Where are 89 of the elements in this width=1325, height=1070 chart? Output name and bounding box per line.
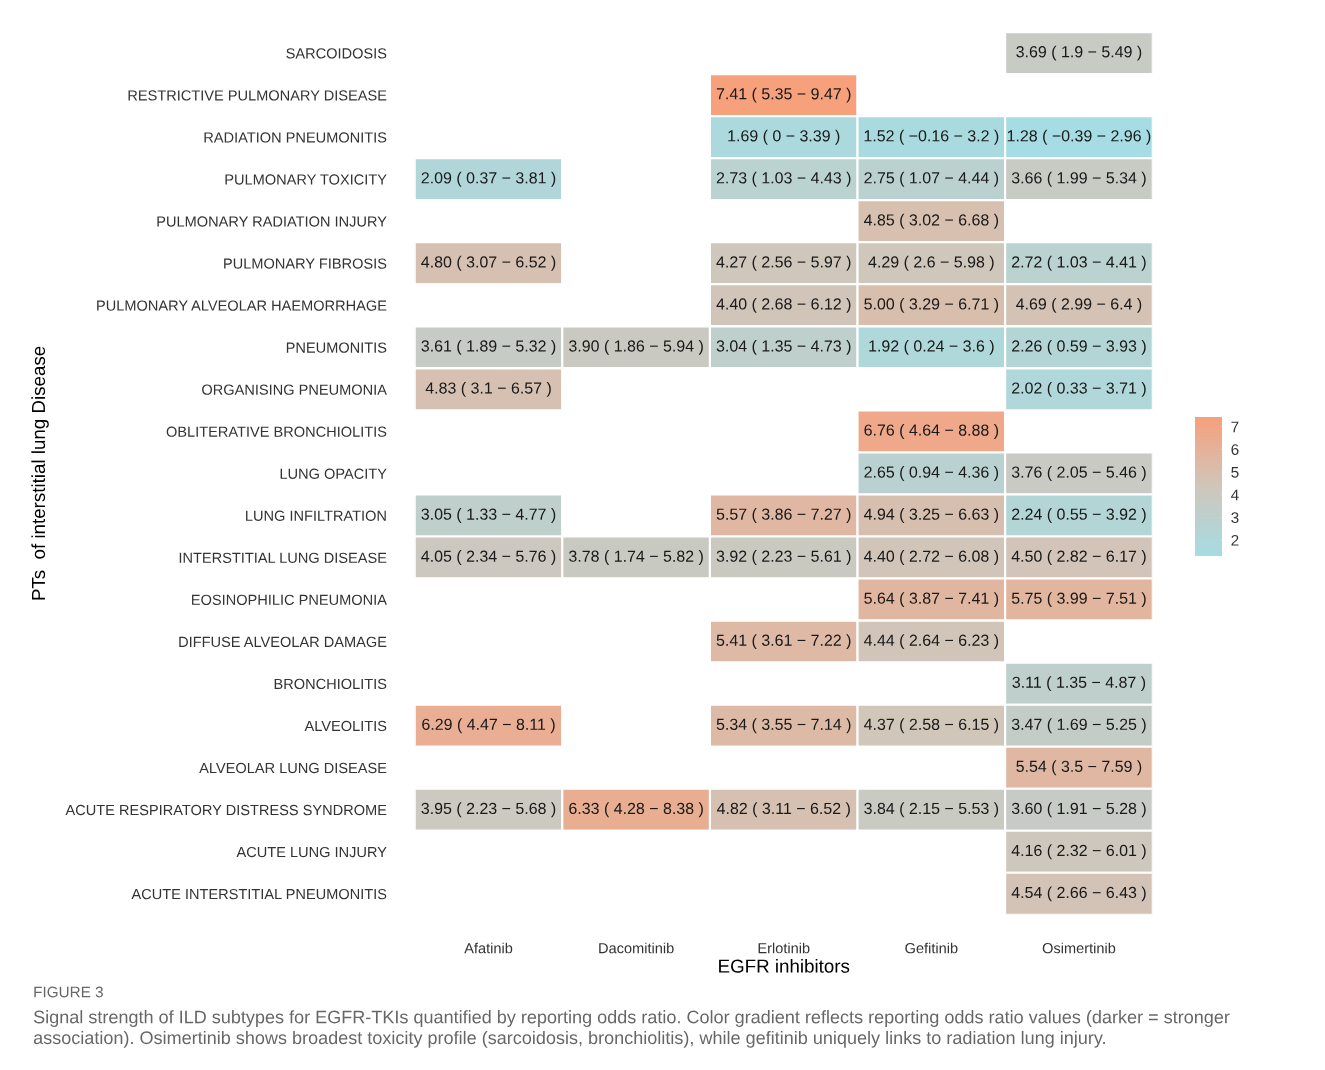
data-label: 4.40 ( 2.72 − 6.08 ) [864,550,999,565]
y-tick-label: LUNG INFILTRATION [246,510,386,521]
y-tick-label: SARCOIDOSIS [286,48,387,59]
y-tick-label: OBLITERATIVE BRONCHIOLITIS [166,426,387,437]
data-label: 6.33 ( 4.28 − 8.38 ) [569,802,703,818]
data-label: 3.78 ( 1.74 − 5.82 ) [569,550,703,565]
data-label: 4.29 ( 2.6 − 5.98 ) [868,255,994,271]
data-label: 5.54 ( 3.5 − 7.59 ) [1016,760,1142,776]
y-tick-label: RESTRICTIVE PULMONARY DISEASE [128,90,387,101]
data-label: 2.65 ( 0.94 − 4.36 ) [864,466,999,481]
data-label: 4.85 ( 3.02 − 6.68 ) [864,213,999,229]
data-label: 3.60 ( 1.91 − 5.28 ) [1011,802,1146,818]
y-tick-label: BRONCHIOLITIS [274,678,387,690]
data-label: 4.27 ( 2.56 − 5.97 ) [716,255,851,271]
color-bar-label: 7 [1231,421,1239,433]
data-label: 4.05 ( 2.34 − 5.76 ) [421,550,556,565]
data-label: 2.09 ( 0.37 − 3.81 ) [421,171,556,187]
y-tick-label: PULMONARY ALVEOLAR HAEMORRHAGE [97,300,387,311]
x-tick-label: Afatinib [464,942,513,954]
y-tick-label: PULMONARY TOXICITY [225,174,387,185]
y-tick-label: PULMONARY FIBROSIS [224,258,387,269]
y-tick-label: ORGANISING PNEUMONIA [202,384,387,395]
data-label: 3.90 ( 1.86 − 5.94 ) [569,339,703,355]
data-label: 3.69 ( 1.9 − 5.49 ) [1016,45,1142,61]
y-axis-title: PTs of interstitial lung Disease [31,346,49,600]
y-tick-label: LUNG OPACITY [280,468,387,479]
color-bar-label: 2 [1231,534,1239,546]
y-tick-label: PULMONARY RADIATION INJURY [157,216,387,227]
data-label: 4.80 ( 3.07 − 6.52 ) [421,255,556,271]
x-axis-title: EGFR inhibitors [719,959,850,973]
data-label: 3.61 ( 1.89 − 5.32 ) [421,339,556,355]
data-label: 5.64 ( 3.87 − 7.41 ) [864,592,999,608]
y-tick-label: ALVEOLAR LUNG DISEASE [199,762,387,774]
x-tick-label: Erlotinib [758,942,810,954]
color-bar-label: 4 [1231,489,1239,501]
data-label: 2.75 ( 1.07 − 4.44 ) [864,171,999,187]
color-bar-label: 3 [1231,512,1239,524]
caption: FIGURE 3 [34,986,103,998]
data-label: 4.94 ( 3.25 − 6.63 ) [864,508,999,523]
data-label: 2.26 ( 0.59 − 3.93 ) [1012,339,1146,355]
data-label: 2.02 ( 0.33 − 3.71 ) [1012,381,1146,397]
data-label: 5.41 ( 3.61 − 7.22 ) [716,634,851,650]
x-tick-label: Dacomitinib [599,942,674,954]
data-label: 2.72 ( 1.03 − 4.41 ) [1012,255,1146,271]
data-label: 4.40 ( 2.68 − 6.12 ) [716,297,851,313]
data-label: 1.92 ( 0.24 − 3.6 ) [869,339,994,355]
data-label: 7.41 ( 5.35 − 9.47 ) [716,87,851,103]
data-label: 1.28 ( −0.39 − 2.96 ) [1007,129,1151,145]
data-label: 3.05 ( 1.33 − 4.77 ) [421,508,556,523]
y-tick-label: INTERSTITIAL LUNG DISEASE [179,552,387,563]
color-bar-label: 6 [1231,444,1239,455]
data-label: 1.69 ( 0 − 3.39 ) [728,129,840,145]
data-label: 3.66 ( 1.99 − 5.34 ) [1011,171,1146,187]
data-label: 5.57 ( 3.86 − 7.27 ) [716,508,851,523]
text: Signal strength of ILD subtypes for EGFR-TKIs quantified by reporting odds ratio. Color gradient reflects reporting odds ratio values (darker = stronger association). Osimertinib shows broadest toxicity profile (sarcoidosis, bronchiolitis), while gefitinib uniquely links to radiation lung injury. [33,1010,1230,1048]
data-label: 3.95 ( 2.23 − 5.68 ) [421,802,556,818]
data-label: 3.92 ( 2.23 − 5.61 ) [716,550,851,565]
data-label: 4.44 ( 2.64 − 6.23 ) [864,634,999,650]
y-tick-label: ACUTE LUNG INJURY [236,846,387,858]
x-tick-label: Gefitinib [905,942,958,954]
data-label: 3.11 ( 1.35 − 4.87 ) [1012,676,1146,692]
y-tick-label: ACUTE RESPIRATORY DISTRESS SYNDROME [65,804,387,816]
data-label: 3.04 ( 1.35 − 4.73 ) [716,339,851,355]
data-label: 4.54 ( 2.66 − 6.43 ) [1011,886,1146,902]
data-label: 2.24 ( 0.55 − 3.92 ) [1012,508,1146,523]
data-label: 4.50 ( 2.82 − 6.17 ) [1011,550,1146,565]
x-tick-label: Osimertinib [1042,942,1116,954]
data-label: 3.84 ( 2.15 − 5.53 ) [864,802,999,818]
data-label: 3.76 ( 2.05 − 5.46 ) [1011,466,1146,481]
data-label: 5.75 ( 3.99 − 7.51 ) [1011,592,1146,608]
data-label: 6.76 ( 4.64 − 8.88 ) [864,423,999,439]
data-label: 4.69 ( 2.99 − 6.4 ) [1016,297,1142,313]
y-tick-label: ACUTE INTERSTITIAL PNEUMONITIS [131,888,387,900]
data-label: 4.16 ( 2.32 − 6.01 ) [1011,844,1146,860]
data-label: 1.52 ( −0.16 − 3.2 ) [864,129,999,145]
y-tick-label: DIFFUSE ALVEOLAR DAMAGE [179,636,387,648]
y-tick-label: RADIATION PNEUMONITIS [204,132,387,143]
data-label: 4.82 ( 3.11 − 6.52 ) [716,802,850,818]
data-label: 2.73 ( 1.03 − 4.43 ) [716,171,851,187]
data-label: 6.29 ( 4.47 − 8.11 ) [422,718,555,734]
data-label: 3.47 ( 1.69 − 5.25 ) [1011,718,1146,734]
data-label: 5.00 ( 3.29 − 6.71 ) [864,297,999,313]
data-label: 5.34 ( 3.55 − 7.14 ) [716,718,851,734]
y-tick-label: EOSINOPHILIC PNEUMONIA [192,594,387,606]
color-bar-label: 5 [1231,467,1239,478]
y-tick-label: ALVEOLITIS [304,720,387,732]
y-tick-label: PNEUMONITIS [286,342,387,353]
data-label: 4.37 ( 2.58 − 6.15 ) [864,718,999,734]
data-label: 4.83 ( 3.1 − 6.57 ) [425,381,551,397]
